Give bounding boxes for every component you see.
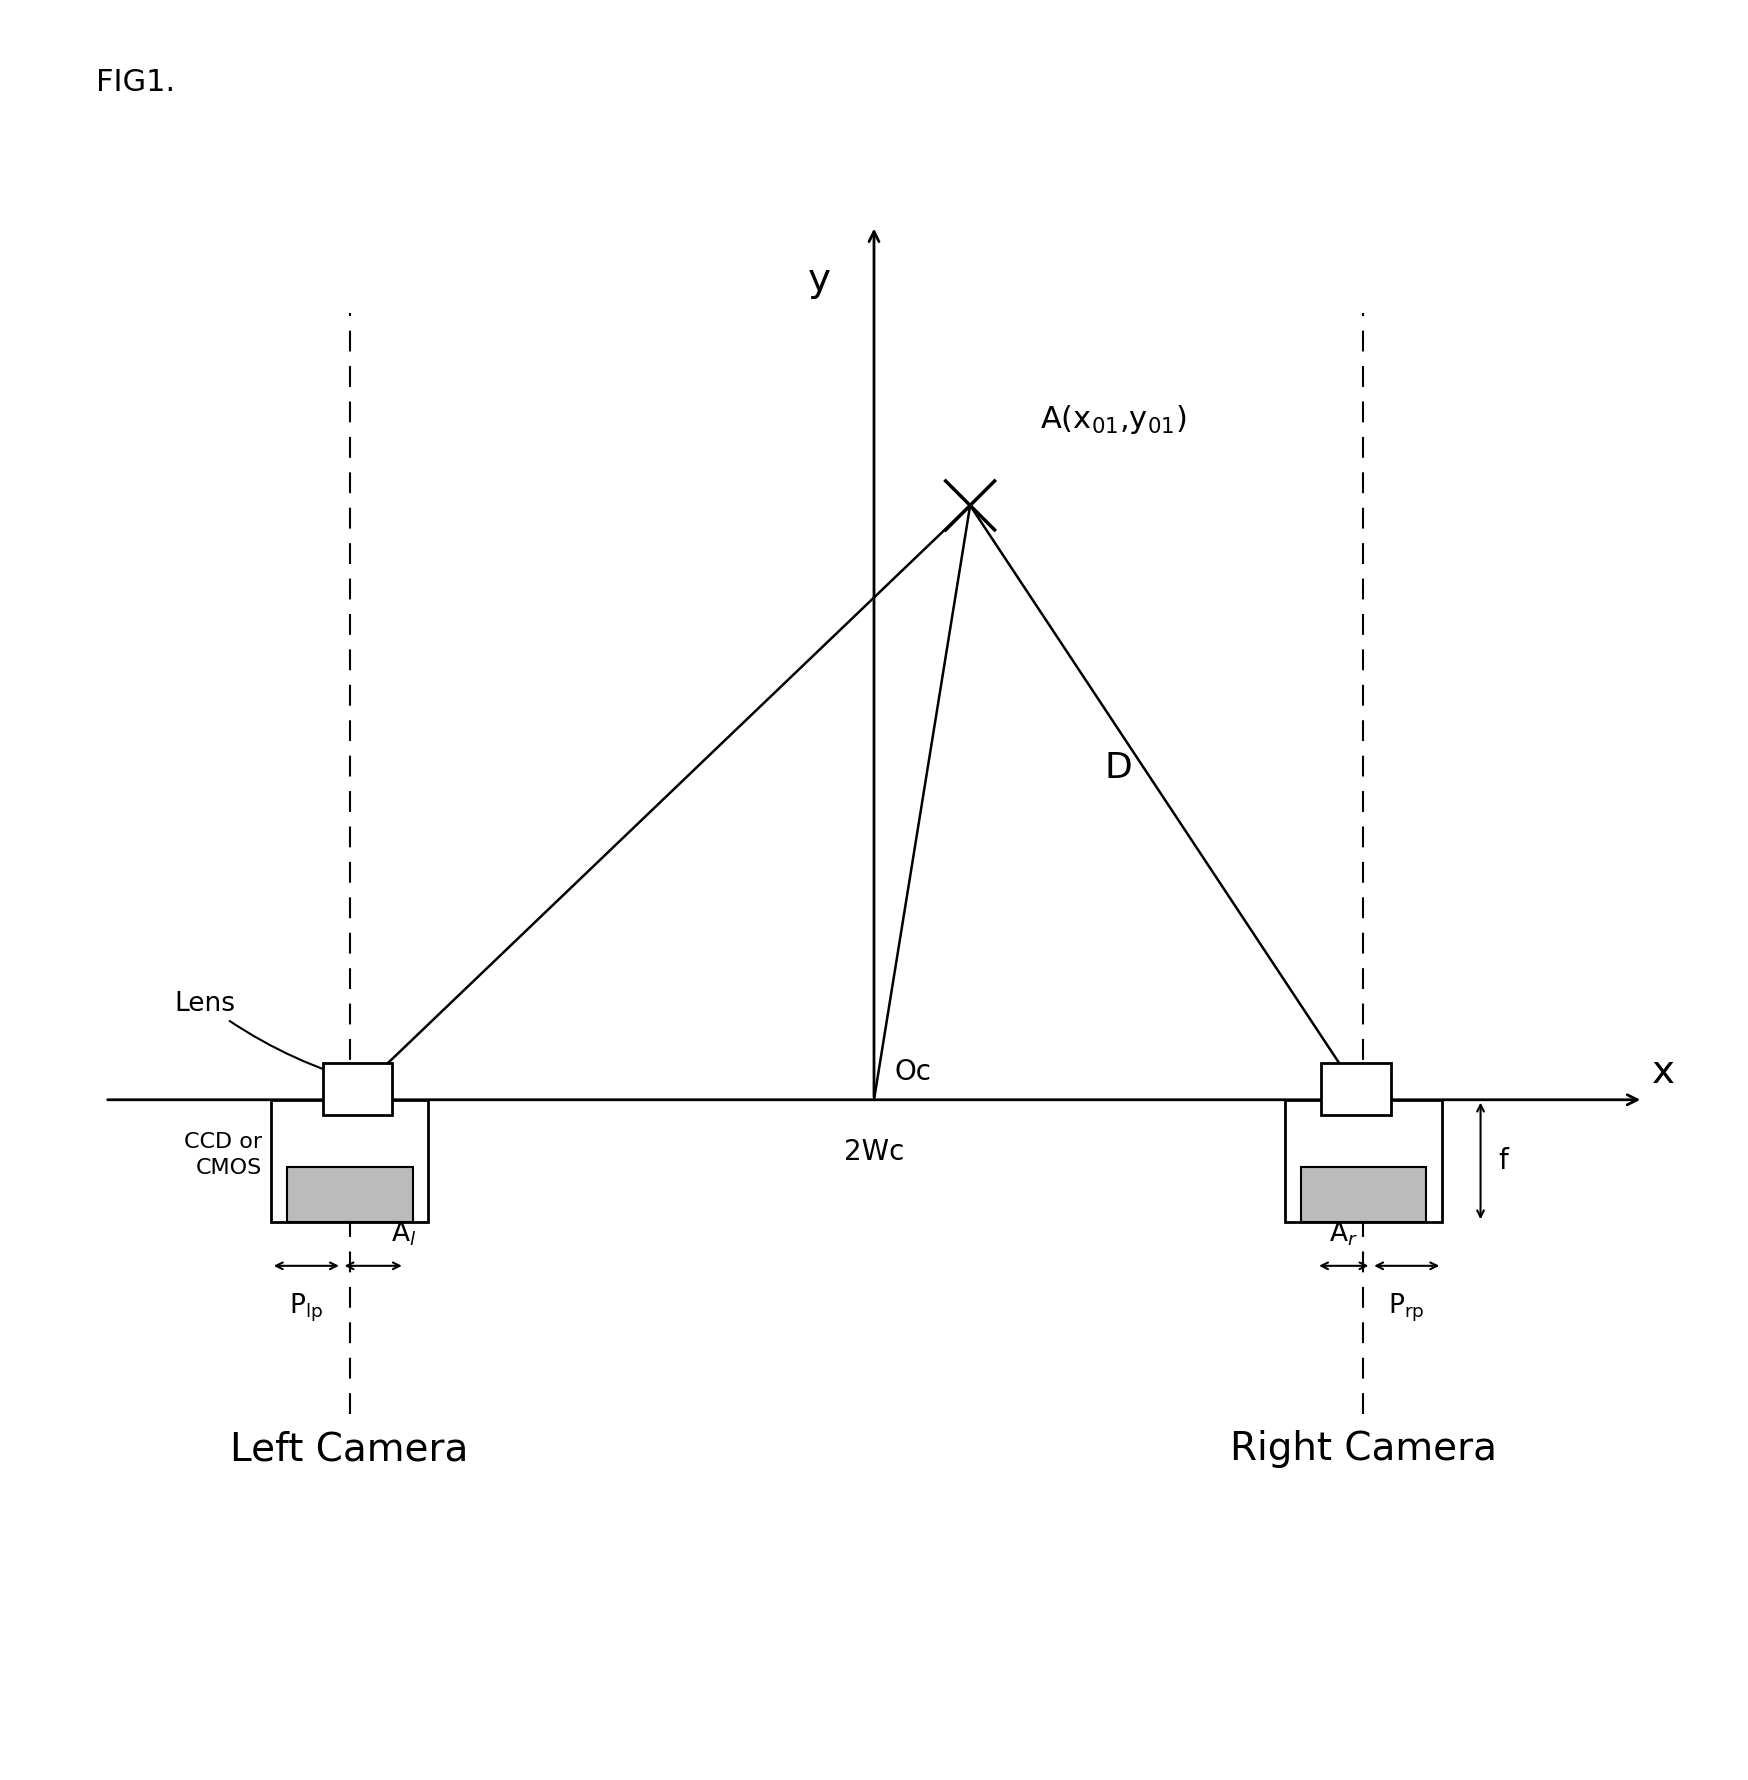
Text: Oc: Oc: [895, 1057, 932, 1086]
Text: A$_{\mathit{r}}$: A$_{\mathit{r}}$: [1328, 1219, 1358, 1248]
Text: D: D: [1105, 751, 1133, 785]
Bar: [271, 1100, 428, 1223]
Text: Lens: Lens: [175, 991, 365, 1086]
Bar: [287, 1168, 413, 1223]
Text: A$_{\mathit{l}}$: A$_{\mathit{l}}$: [392, 1219, 416, 1248]
Text: P$_{\mathregular{lp}}$: P$_{\mathregular{lp}}$: [290, 1292, 323, 1324]
Bar: [323, 1063, 393, 1116]
Text: A(x$_{\mathregular{01}}$,y$_{\mathregular{01}}$): A(x$_{\mathregular{01}}$,y$_{\mathregula…: [1040, 402, 1187, 436]
Text: f: f: [1498, 1146, 1509, 1175]
Text: CCD or
CMOS: CCD or CMOS: [184, 1132, 262, 1178]
Bar: [1285, 1100, 1442, 1223]
Bar: [1321, 1063, 1391, 1116]
Text: Right Camera: Right Camera: [1231, 1431, 1496, 1468]
Text: P$_{\mathregular{rp}}$: P$_{\mathregular{rp}}$: [1388, 1292, 1425, 1324]
Text: x: x: [1652, 1054, 1675, 1091]
Text: Left Camera: Left Camera: [231, 1431, 468, 1468]
Bar: [1301, 1168, 1426, 1223]
Text: y: y: [808, 260, 830, 299]
Text: FIG1.: FIG1.: [96, 68, 175, 98]
Text: 2Wc: 2Wc: [844, 1137, 904, 1166]
